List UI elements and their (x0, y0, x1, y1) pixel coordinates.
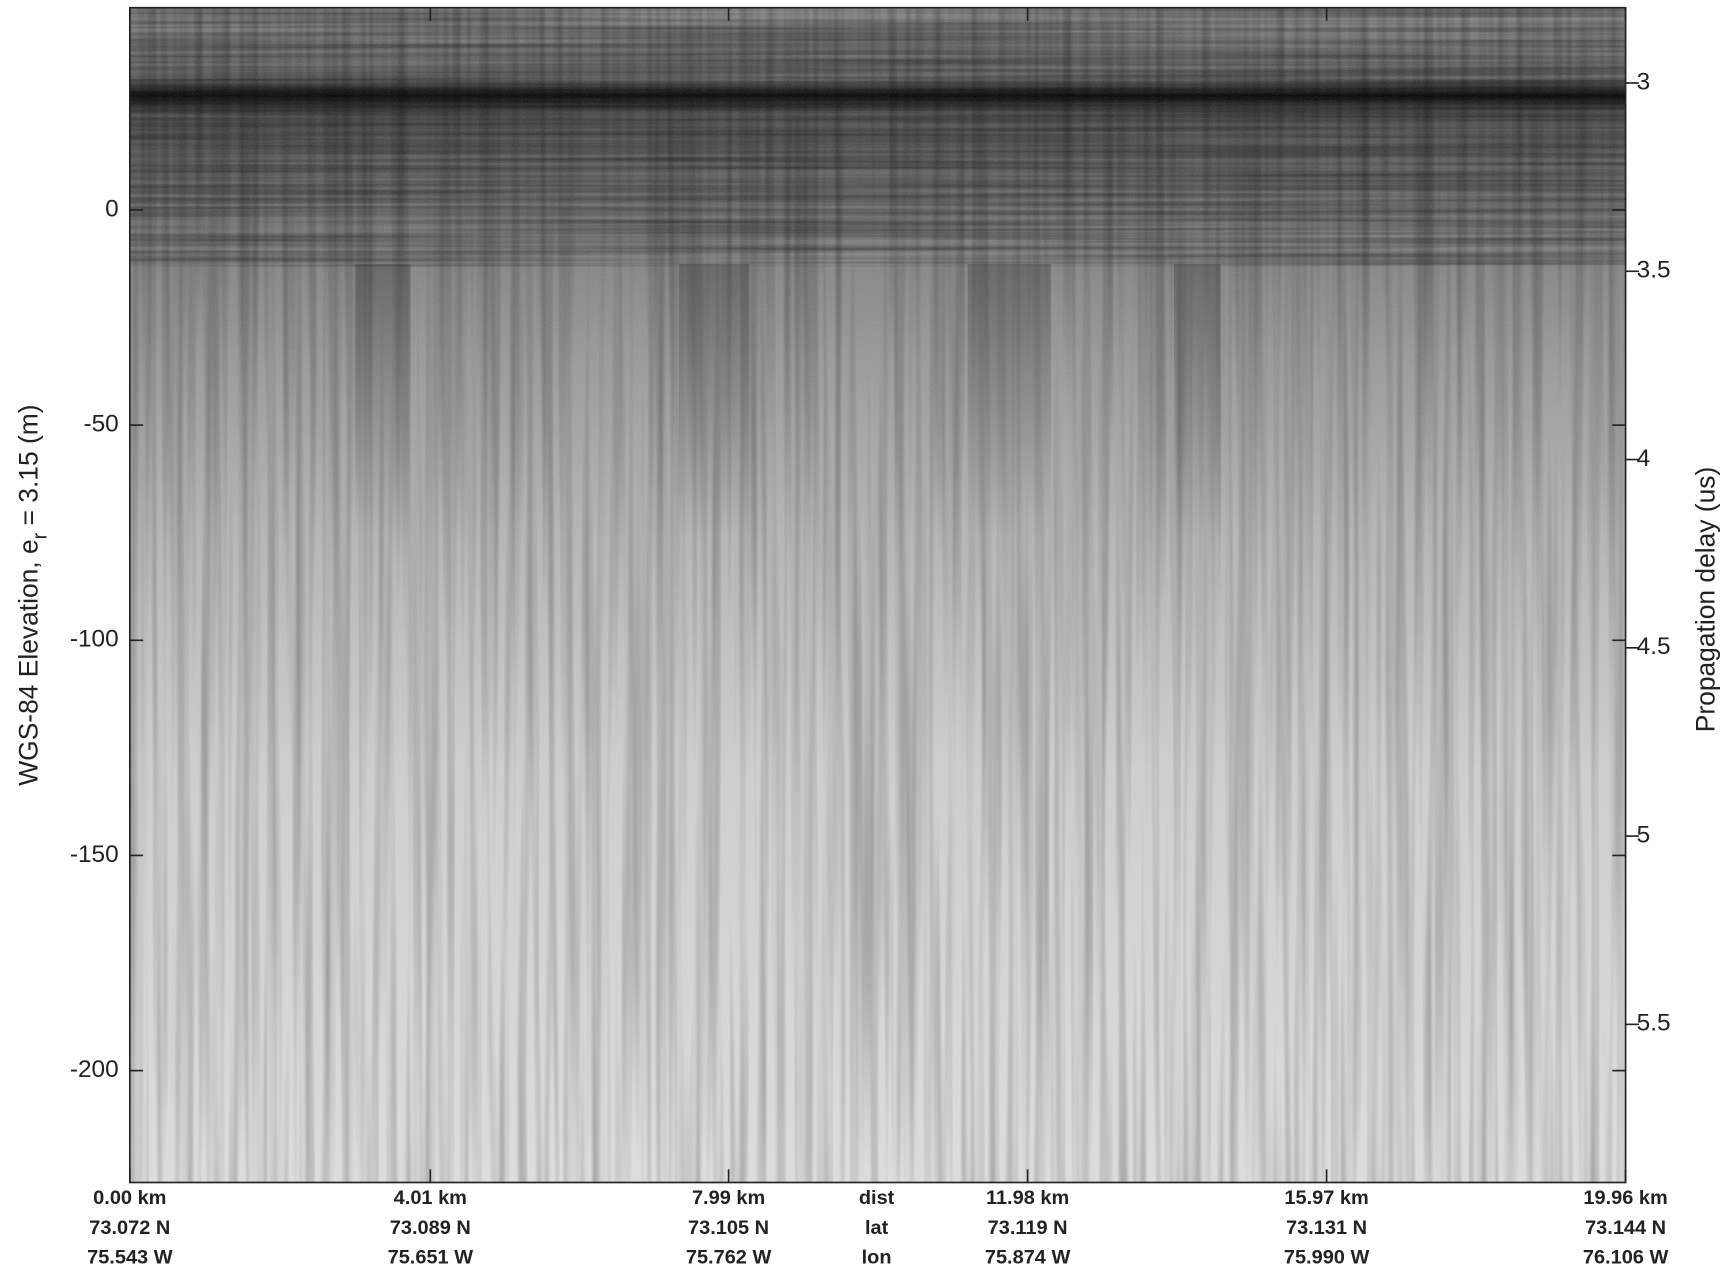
x-tick-label: 7.99 km (692, 1187, 765, 1209)
y2-tick-label: 5.5 (1637, 1010, 1671, 1037)
lat-label: 73.144 N (1585, 1217, 1666, 1239)
row-name: lat (865, 1217, 889, 1239)
lat-label: 73.089 N (390, 1217, 471, 1239)
y-tick-label: -100 (70, 626, 119, 653)
y2-tick-label: 4.5 (1637, 633, 1671, 660)
y-label-rest: = 3.15 (m) (14, 404, 44, 532)
y-axis-label: WGS-84 Elevation, er = 3.15 (m) (14, 404, 52, 785)
y2-tick-label: 5 (1637, 822, 1651, 849)
row-name: dist (859, 1187, 895, 1209)
lon-label: 75.651 W (388, 1247, 474, 1269)
y-tick-label: 0 (105, 195, 119, 222)
lon-label: 75.874 W (985, 1247, 1071, 1269)
lon-label: 76.106 W (1583, 1247, 1669, 1269)
y-label-main: WGS-84 Elevation, e (14, 539, 44, 785)
lat-label: 73.131 N (1286, 1217, 1367, 1239)
x-tick-label: 15.97 km (1284, 1187, 1368, 1209)
y2-tick-label: 3 (1637, 68, 1651, 95)
y-label-sub: r (30, 532, 52, 539)
plot-frame (128, 6, 1627, 1184)
echogram-image (129, 7, 1626, 1183)
lon-label: 75.543 W (87, 1247, 173, 1269)
y2-tick-label: 4 (1637, 445, 1651, 472)
row-name: lon (862, 1247, 892, 1269)
x-tick-label: 4.01 km (394, 1187, 467, 1209)
y-tick-label: -200 (70, 1056, 119, 1083)
lon-label: 75.762 W (686, 1247, 772, 1269)
x-tick-label: 0.00 km (93, 1187, 166, 1209)
lat-label: 73.105 N (688, 1217, 769, 1239)
lat-label: 73.072 N (89, 1217, 170, 1239)
lat-label: 73.119 N (988, 1217, 1068, 1239)
x-tick-label: 11.98 km (986, 1187, 1069, 1209)
y-tick-label: -50 (83, 411, 118, 438)
y2-tick-label: 3.5 (1637, 257, 1671, 284)
y2-axis-label: Propagation delay (us) (1690, 467, 1720, 732)
y-tick-label: -150 (70, 841, 119, 868)
x-tick-label: 19.96 km (1583, 1187, 1667, 1209)
lon-label: 75.990 W (1284, 1247, 1370, 1269)
